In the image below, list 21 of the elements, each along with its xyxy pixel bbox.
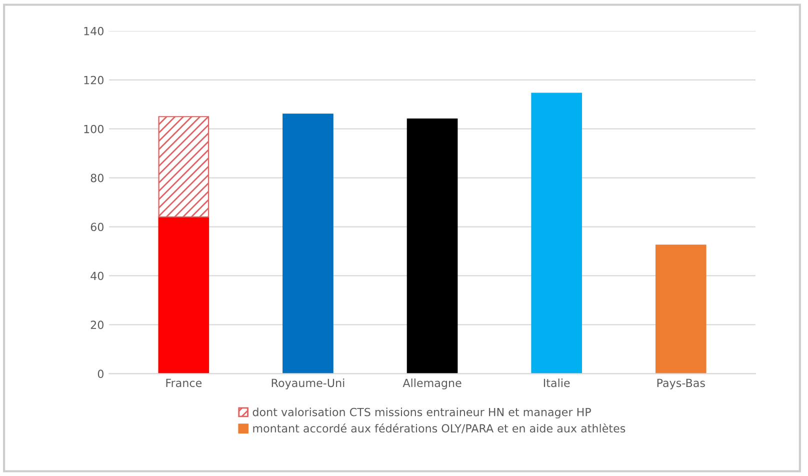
bar xyxy=(158,116,210,218)
x-tick-label: Italie xyxy=(544,378,570,388)
bar xyxy=(655,244,706,374)
y-tick-label: 60 xyxy=(90,222,104,232)
bar xyxy=(531,92,582,374)
legend-label: dont valorisation CTS missions entraineur HN et manager HP xyxy=(252,408,591,418)
bar xyxy=(158,216,210,374)
bar xyxy=(406,118,458,374)
x-tick-label: France xyxy=(166,378,202,388)
y-tick-label: 120 xyxy=(84,76,104,84)
legend-label: montant accordé aux fédérations OLY/PARA et en aide aux athlètes xyxy=(253,424,626,434)
y-tick-label: 0 xyxy=(98,370,104,378)
y-tick-label: 20 xyxy=(90,320,104,330)
y-tick-label: 40 xyxy=(90,272,104,280)
x-tick-label: Royaume-Uni xyxy=(272,378,344,390)
bar xyxy=(282,114,334,374)
x-tick-label: Allemagne xyxy=(402,378,462,390)
y-tick-label: 100 xyxy=(84,124,104,134)
y-tick-label: 80 xyxy=(90,174,104,182)
x-tick-label: Pays-Bas xyxy=(657,378,705,390)
y-tick-label: 140 xyxy=(84,26,104,36)
